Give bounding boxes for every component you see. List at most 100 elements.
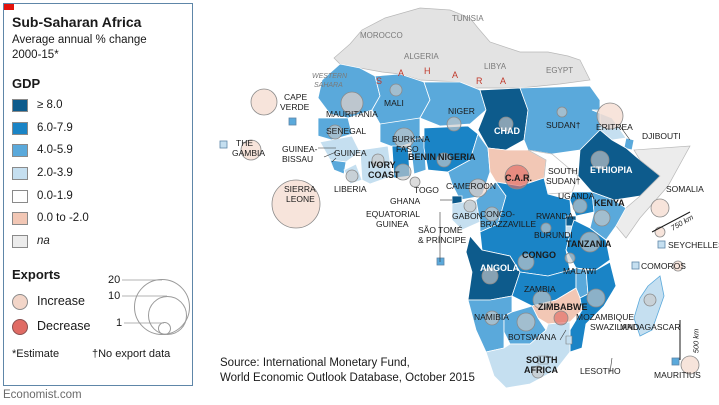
export-circle-gabon xyxy=(463,199,477,213)
size-circle-1 xyxy=(158,322,171,335)
south-sudan-shape xyxy=(527,149,579,195)
source-note: Source: International Monetary Fund, Wor… xyxy=(220,356,475,386)
export-circle-zimbabwe xyxy=(553,310,569,326)
subtitle-line-2: 2000-15* xyxy=(12,49,59,61)
label-sierra-leone-2: LEONE xyxy=(286,194,315,204)
label-tanzania: TANZANIA xyxy=(566,239,612,249)
exports-heading: Exports xyxy=(12,267,61,282)
export-circle-madagascar xyxy=(643,293,657,307)
export-circle-kenya xyxy=(593,209,611,227)
gdp-swatch-4 xyxy=(12,190,28,203)
map-title: Sub-Saharan Africa xyxy=(12,14,142,30)
label-liberia: LIBERIA xyxy=(334,184,367,194)
label-eritrea: ERITREA xyxy=(596,122,633,132)
export-circle-sudan xyxy=(556,106,568,118)
zimbabwe-shape xyxy=(531,287,583,325)
footnote-no-export-data: †No export data xyxy=(92,348,171,360)
export-circle-zambia xyxy=(532,290,552,310)
label-south-sudan-2: SUDAN† xyxy=(546,176,581,186)
label-congo-brazzaville-2: BRAZZAVILLE xyxy=(480,219,537,229)
source-line-2: World Economic Outlook Database, October… xyxy=(220,372,475,384)
label-ethiopia: ETHIOPIA xyxy=(590,165,633,175)
export-circle-ethiopia xyxy=(590,150,610,170)
label-south-africa-2: AFRICA xyxy=(524,365,558,375)
increase-circle-swatch xyxy=(12,294,28,310)
label-somalia: SOMALIA xyxy=(666,184,704,194)
label-uganda: UGANDA xyxy=(558,191,595,201)
export-circle-mauritania xyxy=(340,91,364,115)
seychelles-box xyxy=(657,240,666,249)
label-togo: TOGO xyxy=(414,185,439,195)
export-circle-seychelles xyxy=(654,226,666,238)
export-circle-mauritius xyxy=(680,355,700,375)
swaziland-shape xyxy=(565,335,573,345)
label-sahara-s: S xyxy=(376,76,384,86)
label-equatorial-guinea-1: EQUATORIAL xyxy=(366,209,421,219)
export-circle-chad xyxy=(498,116,514,132)
south-africa-shape xyxy=(485,321,571,389)
export-circle-sierra-leone xyxy=(271,179,321,229)
label-rwanda: RWANDA xyxy=(536,211,574,221)
exports-increase-label: Increase xyxy=(37,294,85,308)
label-cameroon: CAMEROON xyxy=(446,181,497,191)
label-guinea-bissau-1: GUINEA- xyxy=(282,144,318,154)
size-label-10: 10 xyxy=(108,290,121,302)
gdp-key-label: 4.0-5.9 xyxy=(37,144,73,156)
export-circle-namibia xyxy=(484,310,500,326)
label-seychelles: SEYCHELLES xyxy=(668,240,719,250)
label-south-africa-1: SOUTH xyxy=(526,355,558,365)
label-lesotho: LESOTHO xyxy=(580,366,621,376)
exports-decrease-label: Decrease xyxy=(37,319,91,333)
gdp-heading: GDP xyxy=(12,76,41,91)
sudan-shape xyxy=(519,85,601,155)
scale-750 xyxy=(651,211,691,233)
export-circle-comoros xyxy=(672,260,684,272)
export-circle-nigeria xyxy=(436,152,452,168)
label-sahara-a3: A xyxy=(500,76,508,86)
comoros-box xyxy=(631,261,640,270)
export-circle-senegal xyxy=(327,124,343,140)
label-namibia: NAMIBIA xyxy=(474,312,509,322)
gdp-key-label: 0.0-1.9 xyxy=(37,190,73,202)
gdp-key-label: 0.0 to -2.0 xyxy=(37,212,89,224)
niger-shape xyxy=(419,81,487,127)
label-libya: LIBYA xyxy=(484,62,507,71)
export-circle-cameroon xyxy=(468,178,488,198)
mauritius-box xyxy=(671,357,680,366)
export-circle-gambia xyxy=(240,139,262,161)
gdp-swatch-2 xyxy=(12,144,28,157)
label-botswana: BOTSWANA xyxy=(508,332,557,342)
size-circle-10 xyxy=(148,296,187,335)
label-sao-tome-1: SÃO TOMÉ xyxy=(418,225,463,235)
mauritania-shape xyxy=(317,63,381,119)
label-benin: BENIN xyxy=(408,152,437,162)
djibouti-shape xyxy=(623,137,635,151)
gdp-key-label: ≥ 8.0 xyxy=(37,99,63,111)
label-sahara-r: R xyxy=(476,76,484,86)
label-ghana: GHANA xyxy=(390,196,421,206)
label-sao-tome-2: & PRÍNCIPE xyxy=(418,235,467,245)
export-circle-ivory-coast xyxy=(371,153,385,167)
label-mozambique: MOZAMBIQUE xyxy=(576,312,635,322)
footnote-estimate: *Estimate xyxy=(12,348,60,360)
export-circle-cape-verde xyxy=(250,88,278,116)
sao-tome-box xyxy=(436,257,445,266)
label-ivory-coast-2: COAST xyxy=(368,170,400,180)
gambia-box xyxy=(219,140,228,149)
label-algeria: ALGERIA xyxy=(404,52,439,61)
label-cape-verde-2: VERDE xyxy=(280,102,310,112)
label-tunisia: TUNISIA xyxy=(452,14,484,23)
gdp-swatch-1 xyxy=(12,122,28,135)
gdp-key-label: na xyxy=(37,235,50,247)
export-circle-botswana xyxy=(516,312,536,332)
export-circle-niger xyxy=(446,116,462,132)
cape-verde-box xyxy=(288,117,297,126)
export-circle-angola xyxy=(481,267,499,285)
label-burundi: BURUNDI xyxy=(534,230,573,240)
export-circle-congo xyxy=(517,253,535,271)
export-circle-uganda xyxy=(572,198,588,214)
label-swaziland: SWAZILAND xyxy=(590,322,640,332)
export-circle-eritrea xyxy=(596,102,624,130)
label-congo-brazzaville-1: CONGO- xyxy=(480,209,515,219)
label-malawi: MALAWI xyxy=(563,266,597,276)
